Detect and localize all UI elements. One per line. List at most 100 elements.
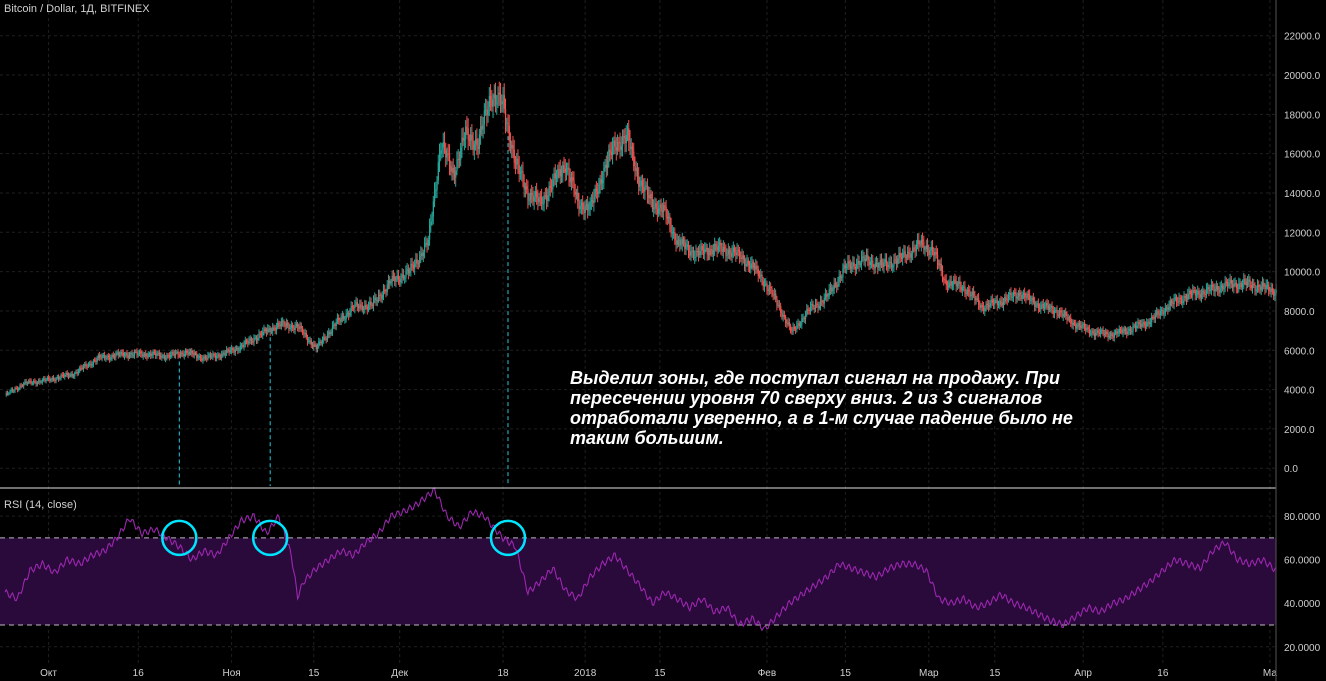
candle-body [1248, 279, 1250, 282]
candle-body [480, 126, 482, 135]
candle-body [1122, 331, 1124, 334]
candle-body [1225, 281, 1228, 283]
candle-body [678, 239, 680, 241]
candle-body [567, 167, 569, 170]
candle-body [556, 178, 558, 180]
candle-body [355, 302, 357, 305]
time-tick-label: Окт [40, 668, 57, 679]
candle-body [1207, 287, 1209, 289]
candle-body [527, 189, 529, 201]
candle-body [439, 153, 441, 163]
candle-body [458, 159, 461, 161]
candle-body [486, 109, 488, 116]
candle-body [146, 356, 148, 358]
candle-body [208, 354, 210, 356]
time-tick-label: Фев [758, 668, 776, 679]
candle-body [690, 251, 692, 256]
time-axis[interactable]: Окт 16 Ноя 15 Дек 18 2018 15 Фев 15 Мар 15 Апр 16 Ма [40, 668, 1277, 679]
candle-body [777, 305, 779, 307]
candle-body [806, 308, 808, 315]
candle-body [908, 251, 910, 254]
candle-body [89, 363, 91, 365]
candle-body [641, 180, 644, 188]
candle-body [501, 101, 503, 105]
candle-body [993, 302, 995, 305]
candle-body [1024, 293, 1026, 298]
candle-body [1086, 327, 1088, 330]
candle-body [340, 317, 342, 322]
candle-body [95, 360, 97, 362]
candle-body [1154, 314, 1157, 319]
candle-body [269, 328, 271, 332]
candle-body [39, 380, 41, 383]
candle-body [593, 196, 595, 204]
candle-body [351, 306, 354, 308]
price-axis[interactable]: 22000.0 20000.0 18000.0 16000.0 14000.0 12000… [1284, 32, 1321, 475]
candle-body [639, 185, 641, 187]
candle-body [268, 328, 270, 330]
rsi-axis[interactable]: 80.0000 60.0000 40.0000 20.0000 [1284, 512, 1321, 654]
candle-body [559, 169, 561, 177]
time-tick-label: 16 [133, 668, 145, 679]
candle-body [685, 246, 687, 249]
time-tick-label: 2018 [574, 668, 597, 679]
candle-body [654, 203, 656, 208]
candle-body [28, 380, 30, 384]
candle-body [65, 373, 67, 375]
candle-body [1268, 284, 1270, 291]
candle-body [1152, 316, 1154, 318]
candle-body [697, 251, 700, 256]
candle-body [239, 345, 242, 351]
candle-body [248, 340, 250, 344]
candle-body [158, 352, 161, 356]
candle-body [447, 153, 449, 155]
candle-body [509, 140, 512, 149]
candle-body [1172, 302, 1174, 305]
candle-body [1006, 299, 1008, 301]
candle-body [752, 261, 754, 268]
candle-body [890, 261, 893, 268]
candle-body [45, 379, 47, 381]
candle-body [843, 265, 845, 269]
candle-body [431, 216, 433, 222]
candle-body [985, 303, 987, 309]
candle-body [92, 360, 95, 364]
candle-body [607, 160, 609, 169]
candle-body [762, 280, 764, 287]
candle-body [1251, 284, 1254, 288]
candle-body [980, 305, 982, 308]
candle-body [496, 103, 498, 105]
candle-body [797, 323, 799, 325]
candle-body [26, 383, 29, 385]
candle-body [605, 164, 608, 169]
candle-body [315, 344, 317, 350]
candle-body [1178, 297, 1180, 303]
candle-body [960, 286, 962, 291]
candle-body [1242, 284, 1244, 288]
candle-body [64, 374, 66, 377]
candle-body [1037, 303, 1040, 309]
candle-body [671, 232, 674, 234]
candle-body [1169, 300, 1172, 306]
candle-body [1021, 294, 1023, 299]
candle-body [140, 351, 142, 354]
candle-body [979, 304, 981, 308]
candle-body [405, 270, 407, 278]
candle-body [15, 388, 17, 390]
candle-body [1168, 305, 1170, 310]
candle-body [44, 378, 46, 381]
candle-body [846, 266, 848, 269]
time-tick-label: 15 [308, 668, 320, 679]
candle-body [14, 388, 16, 391]
candle-body [1136, 325, 1138, 328]
candle-body [712, 250, 715, 255]
candle-body [75, 372, 77, 374]
candle-body [365, 305, 367, 307]
candle-body [1171, 300, 1173, 303]
candle-body [888, 262, 890, 268]
candle-body [1190, 294, 1193, 296]
candle-body [543, 195, 545, 204]
candle-body [587, 203, 589, 211]
candle-body [178, 355, 180, 357]
